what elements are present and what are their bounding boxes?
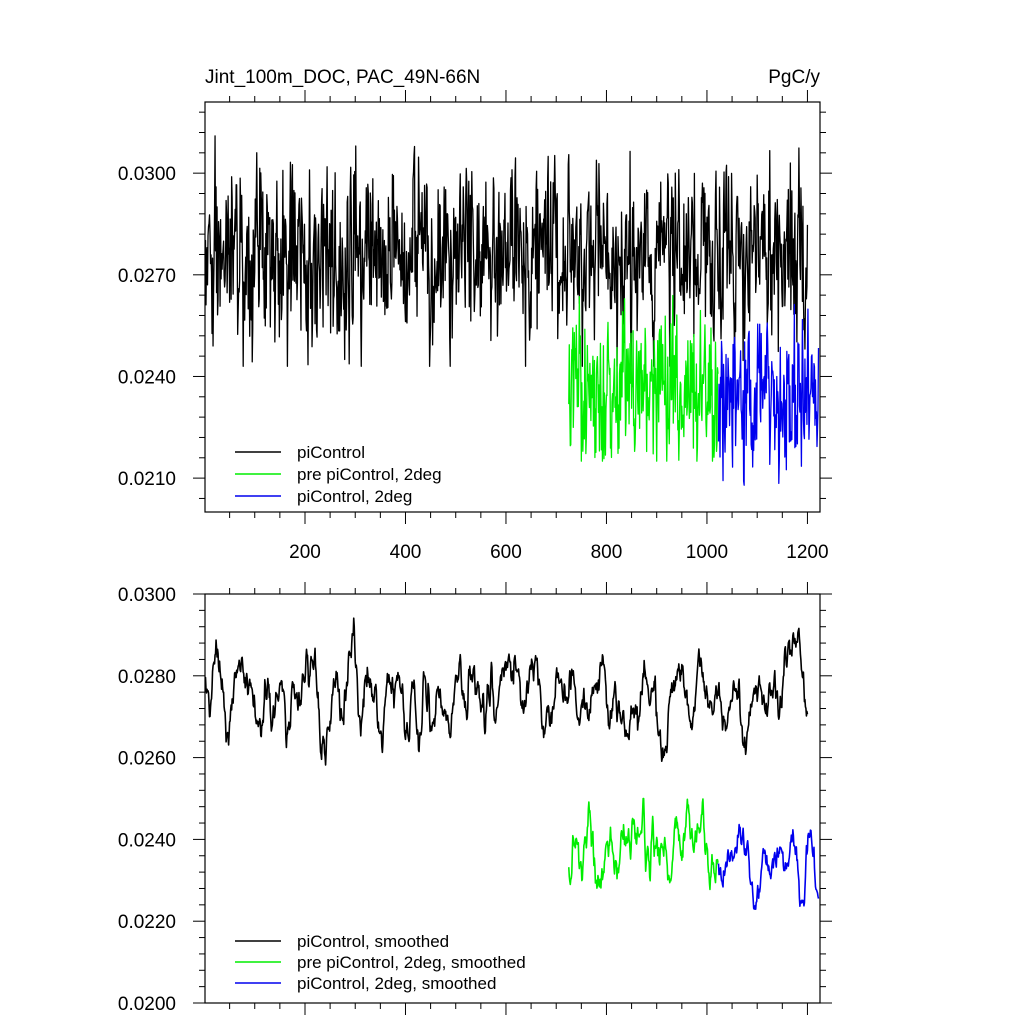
y-tick-label: 0.0270 — [118, 266, 176, 287]
y-tick-label: 0.0220 — [118, 912, 176, 933]
series-line-3 — [717, 823, 820, 910]
legend-label: pre piControl, 2deg, smoothed — [297, 953, 526, 972]
series-line-1 — [205, 135, 809, 367]
x-tick-label: 1000 — [686, 542, 728, 563]
x-tick-label: 400 — [390, 542, 422, 563]
series-line-3 — [717, 303, 820, 486]
x-tick-label: 200 — [289, 542, 321, 563]
y-tick-label: 0.0210 — [118, 469, 176, 490]
bottom-panel: 0.0200 0.0220 0.0240 0.0260 0.0280 0.0300 piCo… — [118, 582, 832, 1015]
series-line-2 — [567, 797, 719, 891]
legend-label: piControl, 2deg — [297, 487, 412, 506]
legend-label: piControl — [297, 443, 365, 462]
y-tick-label: 0.0240 — [118, 830, 176, 851]
legend-label: piControl, 2deg, smoothed — [297, 974, 496, 993]
plot-frame — [204, 593, 821, 1004]
top-panel: 200 400 600 800 1000 1200 0.0210 0.0240 0.0270 0.… — [118, 90, 832, 563]
y-tick-label: 0.0200 — [118, 994, 176, 1015]
chart-title: Jint_100m_DOC, PAC_49N-66N — [205, 67, 480, 88]
series-line-2 — [568, 294, 719, 462]
y-tick-label: 0.0300 — [118, 164, 176, 185]
x-tick-label: 600 — [490, 542, 522, 563]
plot-frame — [204, 101, 821, 513]
y-tick-label: 0.0240 — [118, 367, 176, 388]
series-line-1 — [205, 617, 809, 766]
units-label: PgC/y — [768, 67, 820, 88]
legend-label: pre piControl, 2deg — [297, 465, 442, 484]
y-tick-label: 0.0260 — [118, 749, 176, 770]
x-tick-label: 800 — [591, 542, 623, 563]
legend: piControl, smoothed pre piControl, 2deg, … — [235, 932, 526, 993]
y-tick-label: 0.0280 — [118, 667, 176, 688]
legend-label: piControl, smoothed — [297, 932, 449, 951]
y-tick-label: 0.0300 — [118, 585, 176, 606]
plot-area — [205, 135, 820, 486]
legend: piControl pre piControl, 2deg piControl, 2… — [235, 443, 442, 506]
x-tick-label: 1200 — [786, 542, 828, 563]
plot-area — [205, 617, 820, 910]
